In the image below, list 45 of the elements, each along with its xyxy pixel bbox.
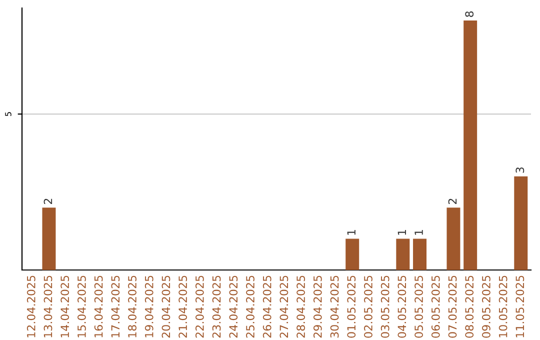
data-label: 3 [516, 167, 524, 173]
data-label: 2 [44, 198, 52, 204]
x-tick-label: 03.05.2025 [380, 276, 390, 338]
bar [42, 208, 56, 270]
data-label: 1 [347, 230, 356, 235]
x-tick-label: 06.05.2025 [431, 276, 440, 338]
x-tick-label: 28.04.2025 [296, 276, 306, 338]
bar [396, 238, 410, 270]
x-tick-label: 18.04.2025 [128, 276, 136, 338]
data-label: 2 [448, 198, 457, 204]
data-label: 1 [398, 230, 406, 235]
x-tick-label: 25.04.2025 [246, 276, 254, 338]
bar [446, 208, 460, 270]
x-tick-label: 24.04.2025 [229, 276, 238, 338]
x-tick-label: 21.04.2025 [178, 276, 188, 338]
x-tick-label: 04.05.2025 [398, 276, 406, 338]
x-tick-label: 29.04.2025 [313, 276, 322, 338]
x-tick-label: 11.05.2025 [516, 276, 524, 338]
x-tick-label: 05.05.2025 [414, 276, 423, 338]
x-tick-label: 14.04.2025 [60, 276, 70, 338]
x-tick-label: 08.05.2025 [465, 276, 474, 338]
bar [413, 238, 427, 270]
x-tick-label: 09.05.2025 [482, 276, 490, 338]
x-tick-label: 19.04.2025 [144, 276, 154, 338]
x-tick-label: 10.05.2025 [498, 276, 508, 338]
x-tick-label: 20.04.2025 [162, 276, 170, 338]
x-tick-label: 01.05.2025 [347, 276, 356, 338]
y-tick-label: 5 [5, 112, 12, 116]
x-tick-label: 17.04.2025 [111, 276, 120, 338]
x-tick-label: 12.04.2025 [26, 276, 36, 338]
x-tick-label: 30.04.2025 [330, 276, 339, 338]
x-tick-label: 15.04.2025 [77, 276, 86, 338]
x-tick-label: 16.04.2025 [94, 276, 103, 338]
x-tick-label: 22.04.2025 [195, 276, 204, 338]
x-tick-label: 02.05.2025 [364, 276, 372, 338]
x-tick-label: 13.04.2025 [44, 276, 52, 338]
data-label: 8 [465, 11, 474, 17]
bar [514, 176, 528, 270]
x-tick-label: 07.05.2025 [448, 276, 457, 338]
bar [464, 20, 478, 270]
bar [346, 238, 360, 270]
x-tick-label: 23.04.2025 [212, 276, 221, 338]
data-label: 1 [414, 230, 423, 235]
x-tick-label: 27.04.2025 [280, 276, 288, 338]
x-tick-label: 26.04.2025 [262, 276, 272, 338]
